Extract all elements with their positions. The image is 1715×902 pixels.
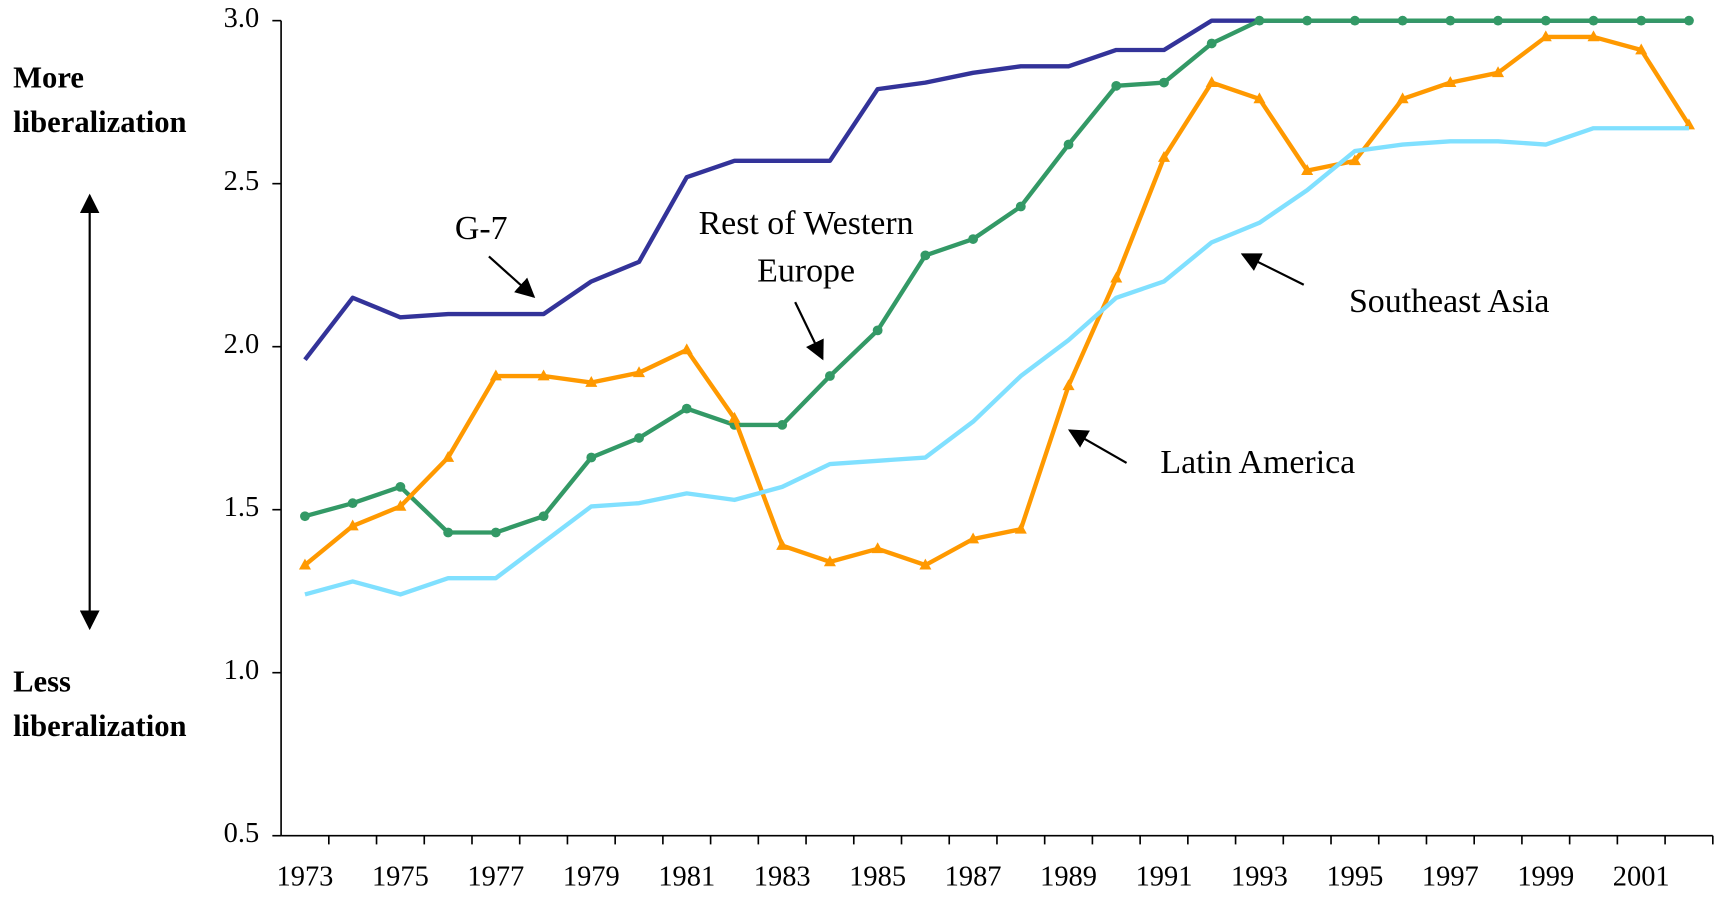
point — [442, 451, 455, 462]
point — [967, 532, 980, 544]
x-tick-label: 1975 — [372, 862, 429, 893]
axis-note: Less — [13, 665, 71, 699]
x-tick-label: 1991 — [1136, 862, 1193, 893]
series-line — [303, 34, 1691, 568]
point — [1015, 201, 1026, 212]
annotation: Latin America — [1160, 444, 1355, 481]
annotation: Southeast Asia — [1349, 283, 1550, 320]
point — [823, 555, 836, 567]
point — [1444, 76, 1457, 87]
point — [1493, 15, 1503, 26]
point — [1063, 139, 1074, 150]
arrow — [794, 301, 824, 361]
point — [1110, 271, 1123, 283]
axis-note: liberalization — [13, 709, 186, 743]
annotation: G-7 — [455, 210, 508, 247]
axis-note: liberalization — [13, 105, 186, 139]
y-tick-label: 3.0 — [224, 3, 260, 34]
y-tick-label: 2.0 — [224, 329, 260, 360]
x-tick-label: 1985 — [849, 862, 906, 893]
point — [634, 433, 644, 443]
series-line — [304, 126, 1689, 597]
point — [968, 234, 979, 244]
point — [1157, 151, 1171, 162]
point — [920, 250, 931, 261]
point — [490, 527, 501, 538]
point — [347, 498, 358, 509]
arrow — [488, 255, 536, 298]
point — [1396, 92, 1409, 104]
annotation: Europe — [757, 253, 855, 290]
y-tick-label: 2.5 — [224, 166, 260, 197]
point — [1587, 30, 1600, 42]
point — [1348, 154, 1361, 166]
point — [1253, 92, 1266, 104]
point — [681, 403, 692, 414]
point — [1062, 379, 1075, 391]
x-tick-label: 1999 — [1517, 862, 1574, 893]
point — [489, 369, 502, 381]
point — [633, 366, 646, 378]
point — [537, 369, 550, 381]
point — [586, 452, 597, 463]
y-tick-label: 1.5 — [224, 492, 260, 523]
point — [1397, 15, 1408, 26]
point — [1206, 38, 1217, 49]
point — [776, 539, 789, 550]
point — [298, 558, 311, 570]
point — [300, 511, 310, 522]
point — [1302, 15, 1313, 26]
point — [1111, 80, 1122, 91]
point — [871, 542, 884, 554]
point — [346, 519, 359, 531]
x-tick-label: 1981 — [658, 862, 715, 893]
point — [1588, 15, 1599, 26]
point — [1301, 164, 1314, 175]
x-tick-label: 1993 — [1231, 862, 1288, 893]
point — [443, 527, 454, 538]
point — [585, 376, 598, 387]
series-line — [304, 18, 1689, 535]
point — [1349, 15, 1360, 26]
point — [824, 371, 835, 381]
point — [1684, 15, 1694, 26]
x-tick-label: 1979 — [563, 862, 620, 893]
point — [1636, 15, 1647, 26]
arrow — [1067, 429, 1128, 464]
point — [1635, 43, 1648, 55]
point — [394, 499, 407, 511]
x-tick-label: 1997 — [1422, 862, 1479, 893]
x-tick-label: 1995 — [1326, 862, 1383, 893]
x-tick-label: 1977 — [467, 862, 524, 893]
point — [728, 411, 741, 423]
annotation-arrows — [79, 193, 1305, 631]
point — [1159, 77, 1169, 88]
axis-note: More — [13, 60, 84, 94]
x-tick-label: 1987 — [945, 862, 1002, 893]
x-tick-label: 1989 — [1040, 862, 1097, 893]
point — [919, 558, 932, 570]
point — [1205, 76, 1218, 87]
y-tick-label: 1.0 — [224, 655, 260, 686]
point — [1445, 15, 1456, 26]
point — [777, 420, 788, 430]
point — [680, 343, 693, 355]
x-tick-label: 2001 — [1613, 862, 1670, 893]
x-tick-label: 1973 — [277, 862, 334, 893]
point — [1014, 522, 1027, 534]
point — [1540, 15, 1551, 26]
x-tick-label: 1983 — [754, 862, 811, 893]
point — [1492, 66, 1505, 78]
y-tick-label: 0.5 — [224, 818, 260, 849]
annotation: Rest of Western — [699, 205, 914, 242]
point — [1539, 30, 1552, 42]
point — [1254, 15, 1265, 26]
arrow — [1240, 253, 1305, 286]
point — [872, 325, 883, 336]
point — [395, 481, 406, 492]
point — [538, 511, 549, 522]
